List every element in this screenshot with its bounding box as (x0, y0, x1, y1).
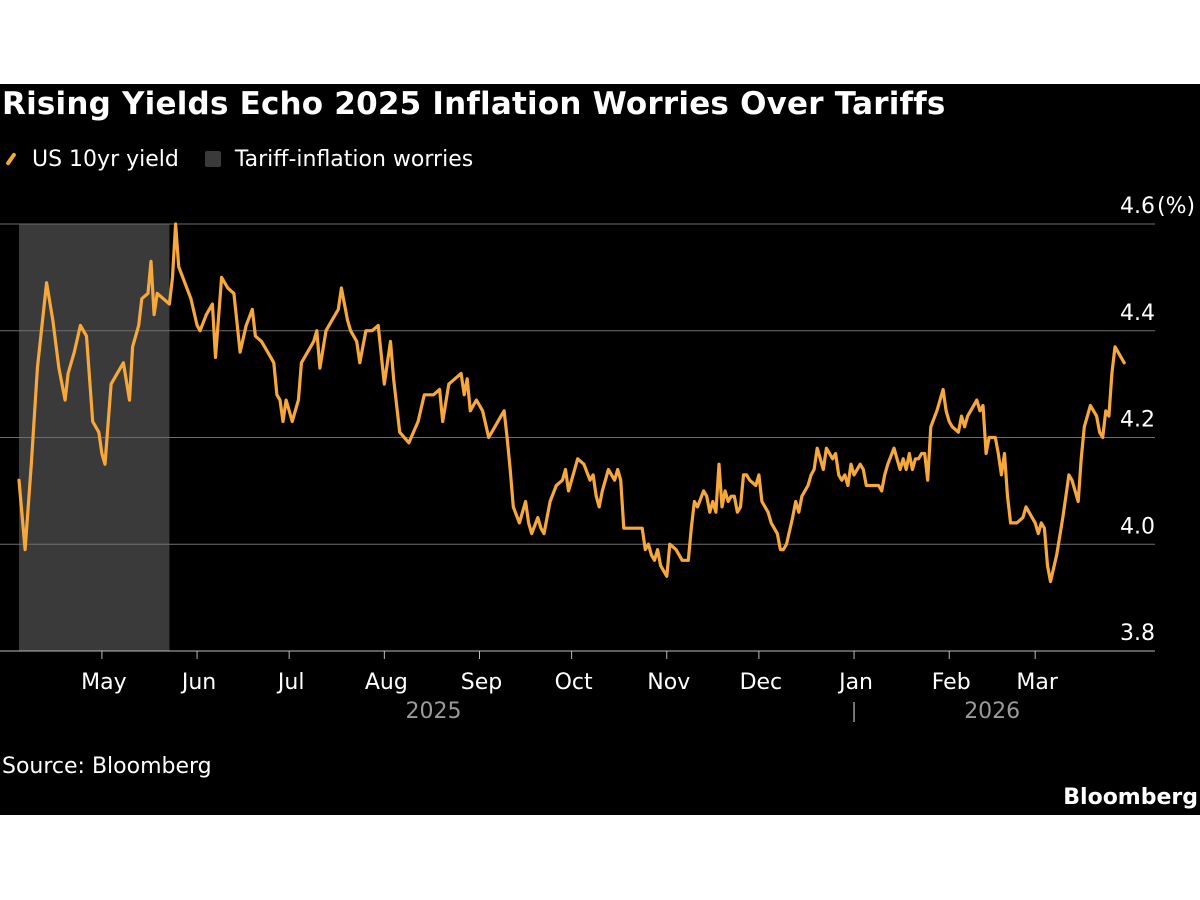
x-tick-label: Aug (365, 670, 408, 695)
x-tick-label: Jun (180, 670, 216, 695)
y-tick-label: 4.2 (1120, 408, 1155, 433)
x-tick-label: Dec (740, 670, 783, 695)
y-tick-label: 3.8 (1120, 621, 1155, 646)
x-tick-label: Sep (461, 670, 502, 695)
legend-item-yield: US 10yr yield (4, 147, 179, 172)
x-tick-label: Jul (276, 670, 305, 695)
x-year-label: 2025 (405, 699, 461, 724)
legend-label-tariff: Tariff-inflation worries (234, 146, 474, 172)
legend-item-tariff: Tariff-inflation worries (204, 146, 474, 172)
series-line-us-10yr-yield (17, 222, 1126, 584)
chart-title: Rising Yields Echo 2025 Inflation Worrie… (2, 86, 946, 122)
brand-wordmark: Bloomberg (1063, 785, 1198, 810)
y-tick-label: 4.6 (1120, 194, 1155, 219)
legend-label-yield: US 10yr yield (32, 146, 179, 172)
y-tick-label: 4.4 (1120, 301, 1155, 326)
x-tick-label: Oct (555, 670, 593, 695)
legend: US 10yr yield Tariff-inflation worries (4, 144, 499, 174)
chart-panel (0, 84, 1200, 815)
x-tick-label: Feb (932, 670, 971, 695)
x-tick-label: Mar (1016, 670, 1058, 695)
x-tick-label: May (81, 670, 126, 695)
legend-box-icon (204, 151, 221, 167)
x-year-label: 2026 (964, 699, 1020, 724)
source-note: Source: Bloomberg (2, 754, 212, 779)
y-tick-label: 4.0 (1120, 514, 1155, 539)
x-tick-label: Jan (837, 670, 873, 695)
x-tick-label: Nov (647, 670, 690, 695)
y-unit-label: (%) (1157, 194, 1195, 219)
